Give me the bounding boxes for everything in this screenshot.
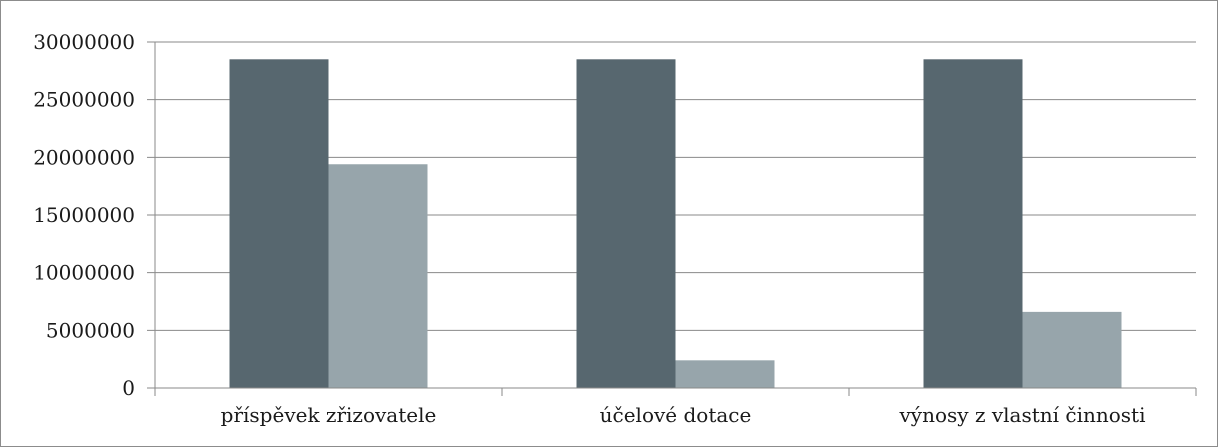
bar-series1-2: [923, 59, 1023, 389]
y-tick-label: 25000000: [33, 88, 135, 112]
x-category-label: účelové dotace: [600, 403, 752, 427]
y-tick-label: 30000000: [33, 30, 135, 54]
bar-series2-1: [675, 360, 775, 388]
bar-series2-0: [328, 164, 428, 388]
bar-series2-2: [1022, 311, 1122, 388]
x-category-label: příspěvek zřizovatele: [221, 403, 437, 427]
y-tick-label: 20000000: [33, 145, 135, 169]
y-tick-label: 0: [122, 376, 135, 400]
bar-series1-1: [576, 59, 676, 389]
y-tick-label: 15000000: [33, 203, 135, 227]
y-tick-label: 10000000: [33, 261, 135, 285]
x-category-label: výnosy z vlastní činnosti: [899, 403, 1146, 427]
y-tick-label: 5000000: [46, 318, 135, 342]
bar-series1-0: [229, 59, 329, 389]
